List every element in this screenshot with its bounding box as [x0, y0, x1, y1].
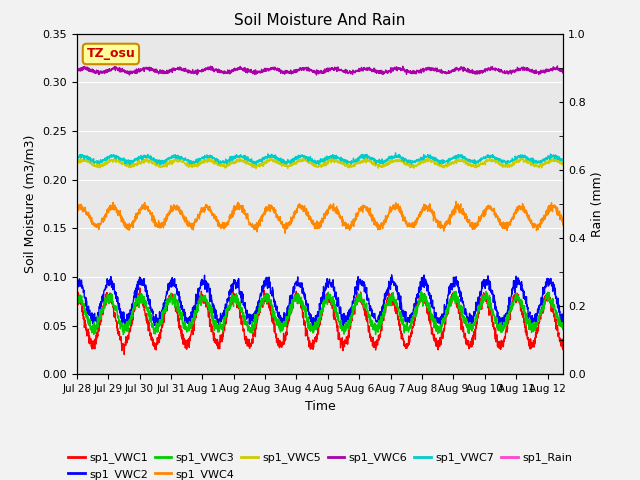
sp1_VWC2 — [546, 280, 554, 286]
Line: sp1_VWC5: sp1_VWC5 — [77, 156, 563, 168]
sp1_Rain — [296, 372, 304, 377]
sp1_Rain — [456, 372, 463, 377]
sp1_VWC7 — [559, 158, 567, 164]
Y-axis label: Soil Moisture (m3/m3): Soil Moisture (m3/m3) — [24, 135, 36, 273]
sp1_VWC2 — [559, 318, 567, 324]
sp1_VWC5 — [252, 166, 260, 171]
sp1_VWC5 — [143, 154, 150, 159]
Legend: sp1_VWC1, sp1_VWC2, sp1_VWC3, sp1_VWC4, sp1_VWC5, sp1_VWC6, sp1_VWC7, sp1_Rain: sp1_VWC1, sp1_VWC2, sp1_VWC3, sp1_VWC4, … — [63, 448, 577, 480]
sp1_VWC6 — [554, 63, 561, 69]
Line: sp1_VWC7: sp1_VWC7 — [77, 153, 563, 165]
sp1_VWC5 — [559, 160, 567, 166]
sp1_VWC7 — [297, 155, 305, 161]
sp1_VWC7 — [310, 158, 317, 164]
sp1_VWC1 — [98, 310, 106, 315]
sp1_VWC6 — [310, 68, 317, 73]
sp1_VWC7 — [546, 154, 554, 160]
sp1_VWC1 — [310, 341, 317, 347]
Line: sp1_VWC1: sp1_VWC1 — [77, 288, 563, 355]
sp1_VWC4 — [559, 217, 567, 223]
sp1_VWC6 — [98, 69, 106, 75]
Text: TZ_osu: TZ_osu — [86, 48, 135, 60]
sp1_VWC5 — [545, 158, 553, 164]
sp1_VWC4 — [281, 230, 289, 236]
sp1_VWC4 — [297, 204, 305, 209]
Line: sp1_VWC6: sp1_VWC6 — [77, 66, 563, 75]
sp1_VWC3 — [456, 303, 464, 309]
sp1_VWC4 — [456, 203, 464, 208]
sp1_VWC4 — [545, 210, 553, 216]
sp1_VWC5 — [297, 159, 305, 165]
sp1_VWC3 — [372, 332, 380, 337]
sp1_Rain — [73, 372, 81, 377]
Line: sp1_VWC2: sp1_VWC2 — [77, 275, 563, 327]
Title: Soil Moisture And Rain: Soil Moisture And Rain — [234, 13, 406, 28]
sp1_VWC2 — [98, 300, 106, 306]
sp1_VWC2 — [545, 282, 553, 288]
sp1_VWC1 — [136, 285, 143, 291]
sp1_VWC3 — [98, 307, 106, 312]
sp1_VWC3 — [417, 288, 425, 294]
X-axis label: Time: Time — [305, 400, 335, 413]
sp1_VWC3 — [546, 295, 554, 300]
sp1_VWC5 — [456, 156, 464, 162]
sp1_VWC6 — [545, 67, 553, 73]
sp1_Rain — [559, 372, 567, 377]
sp1_VWC3 — [310, 324, 317, 329]
sp1_VWC2 — [310, 315, 317, 321]
sp1_VWC1 — [297, 305, 305, 311]
sp1_VWC5 — [546, 159, 554, 165]
sp1_Rain — [98, 372, 106, 377]
sp1_Rain — [545, 372, 553, 377]
sp1_VWC5 — [73, 160, 81, 166]
sp1_VWC4 — [452, 199, 460, 204]
sp1_VWC1 — [559, 342, 567, 348]
sp1_VWC7 — [545, 154, 553, 160]
sp1_VWC7 — [392, 150, 399, 156]
sp1_VWC4 — [310, 222, 317, 228]
sp1_VWC2 — [388, 272, 396, 278]
sp1_VWC7 — [98, 159, 106, 165]
sp1_VWC7 — [456, 152, 464, 158]
sp1_VWC6 — [545, 67, 553, 72]
Line: sp1_VWC3: sp1_VWC3 — [77, 291, 563, 335]
sp1_VWC5 — [310, 162, 317, 168]
sp1_VWC1 — [120, 352, 128, 358]
Y-axis label: Rain (mm): Rain (mm) — [591, 171, 604, 237]
sp1_VWC6 — [312, 72, 320, 78]
sp1_VWC2 — [296, 280, 304, 286]
sp1_VWC3 — [559, 325, 567, 331]
sp1_VWC6 — [456, 66, 464, 72]
sp1_VWC3 — [296, 297, 304, 302]
sp1_VWC7 — [126, 162, 134, 168]
sp1_VWC1 — [73, 297, 81, 302]
sp1_VWC2 — [529, 324, 536, 330]
sp1_VWC5 — [98, 164, 106, 169]
sp1_VWC1 — [545, 295, 553, 300]
sp1_VWC6 — [73, 69, 81, 74]
sp1_VWC2 — [456, 291, 464, 297]
sp1_VWC3 — [545, 290, 553, 296]
sp1_VWC3 — [73, 296, 81, 302]
sp1_VWC6 — [296, 66, 304, 72]
sp1_Rain — [310, 372, 317, 377]
sp1_VWC4 — [546, 206, 554, 212]
sp1_VWC4 — [98, 218, 106, 224]
sp1_VWC1 — [456, 308, 464, 313]
sp1_VWC2 — [73, 285, 81, 291]
sp1_VWC1 — [546, 295, 554, 301]
sp1_VWC4 — [73, 208, 81, 214]
sp1_VWC7 — [73, 156, 81, 162]
Line: sp1_VWC4: sp1_VWC4 — [77, 202, 563, 233]
sp1_Rain — [545, 372, 553, 377]
sp1_VWC6 — [559, 70, 567, 75]
